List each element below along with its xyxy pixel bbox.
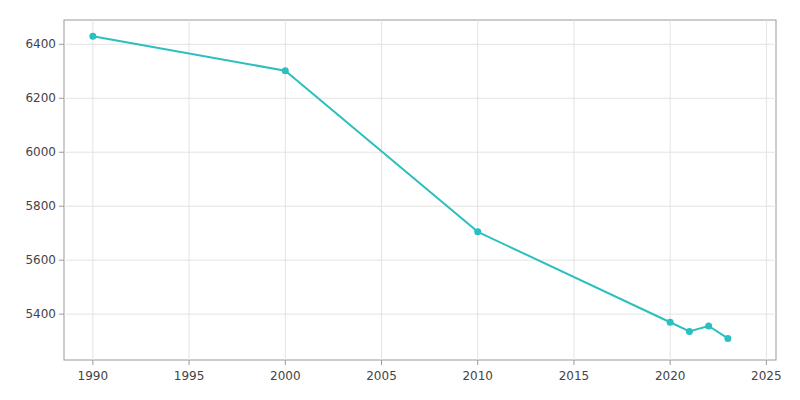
y-tick: [59, 206, 64, 207]
x-tick: [766, 360, 767, 365]
x-grid-line: [92, 20, 93, 360]
point: [705, 323, 712, 330]
y-tick: [59, 152, 64, 153]
x-tick: [670, 360, 671, 365]
x-tick-label: 1990: [78, 369, 109, 383]
x-tick-label: 2025: [751, 369, 782, 383]
y-tick: [59, 260, 64, 261]
x-tick-label: 2020: [655, 369, 686, 383]
x-tick: [92, 360, 93, 365]
y-tick-label: 5600: [25, 253, 56, 267]
x-tick-label: 2005: [366, 369, 397, 383]
x-tick-label: 1995: [174, 369, 205, 383]
x-tick: [477, 360, 478, 365]
chart-container: 5400 5600 5800 6000 6200 6400 1990 1995 2000 2005…: [0, 0, 800, 400]
x-tick: [381, 360, 382, 365]
y-tick: [59, 98, 64, 99]
y-tick-label: 6000: [25, 145, 56, 159]
axes: 5400 5600 5800 6000 6200 6400 1990 1995 2000 2005…: [25, 37, 781, 383]
y-tick-label: 6400: [25, 37, 56, 51]
x-tick: [189, 360, 190, 365]
y-tick: [59, 314, 64, 315]
grid: [64, 20, 776, 360]
point: [89, 33, 96, 40]
y-grid-line: [64, 206, 776, 207]
x-tick: [285, 360, 286, 365]
x-grid-line: [477, 20, 478, 360]
x-grid-line: [766, 20, 767, 360]
x-tick: [573, 360, 574, 365]
y-grid-line: [64, 44, 776, 45]
point: [724, 335, 731, 342]
x-tick-label: 2010: [462, 369, 493, 383]
x-tick-label: 2000: [270, 369, 301, 383]
y-tick: [59, 44, 64, 45]
line: [93, 36, 728, 338]
point: [686, 328, 693, 335]
y-tick-label: 5400: [25, 307, 56, 321]
y-grid-line: [64, 98, 776, 99]
y-grid-line: [64, 152, 776, 153]
x-grid-line: [573, 20, 574, 360]
y-tick-label: 6200: [25, 91, 56, 105]
plot-frame: [64, 20, 776, 360]
y-tick-label: 5800: [25, 199, 56, 213]
x-tick-label: 2015: [559, 369, 590, 383]
x-grid-line: [670, 20, 671, 360]
point: [282, 67, 289, 74]
chart: 5400 5600 5800 6000 6200 6400 1990 1995 2000 2005…: [0, 0, 800, 400]
x-grid-line: [381, 20, 382, 360]
data-layer: [89, 33, 731, 342]
y-grid-line: [64, 314, 776, 315]
y-grid-line: [64, 260, 776, 261]
page: {"chart_data": {"type": "line", "x": [19…: [0, 0, 800, 400]
x-grid-line: [189, 20, 190, 360]
point: [474, 228, 481, 235]
point: [667, 319, 674, 326]
